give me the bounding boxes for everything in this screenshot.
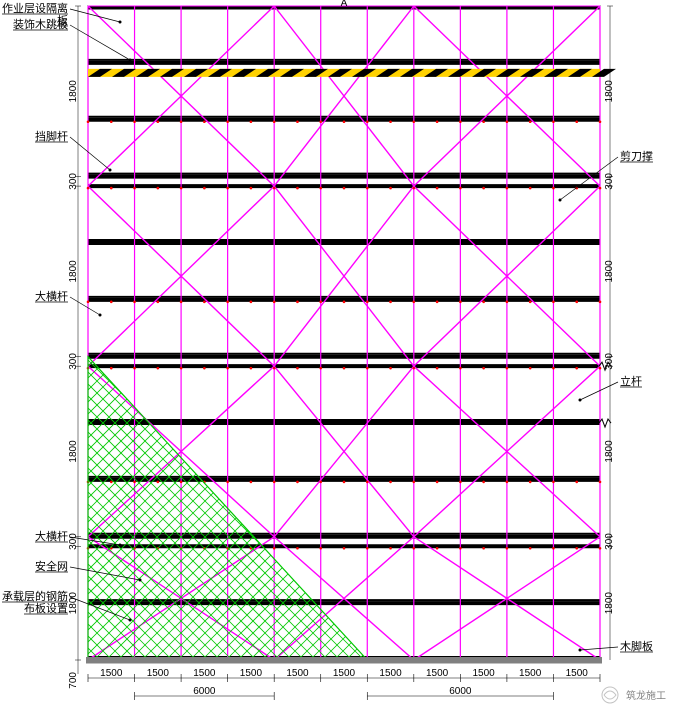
svg-text:筑龙施工: 筑龙施工: [626, 689, 666, 702]
svg-text:作业层设隔离: 作业层设隔离: [2, 1, 68, 15]
svg-text:300: 300: [604, 353, 615, 370]
svg-text:1800: 1800: [68, 80, 79, 103]
svg-text:1800: 1800: [604, 80, 615, 103]
svg-text:300: 300: [68, 173, 79, 190]
scaffold-elevation-svg: 1500 1500 1500 1500 1500 1500 1500 1500 1500 1500…: [0, 0, 676, 713]
svg-text:木脚板: 木脚板: [620, 639, 653, 653]
svg-text:6000: 6000: [449, 686, 472, 697]
svg-text:承载层的钢筋: 承载层的钢筋: [2, 589, 68, 603]
svg-text:安全网: 安全网: [35, 559, 68, 573]
svg-text:剪刀撑: 剪刀撑: [620, 149, 653, 163]
svg-text:大横杆: 大横杆: [35, 529, 68, 543]
svg-text:1500: 1500: [473, 668, 496, 679]
svg-text:布板设置: 布板设置: [24, 601, 68, 615]
svg-text:A: A: [341, 0, 348, 9]
svg-text:1500: 1500: [193, 668, 216, 679]
svg-text:1500: 1500: [100, 668, 123, 679]
svg-text:1800: 1800: [604, 440, 615, 463]
svg-text:300: 300: [68, 533, 79, 550]
svg-text:1500: 1500: [333, 668, 356, 679]
svg-text:6000: 6000: [193, 686, 216, 697]
svg-text:挡脚杆: 挡脚杆: [35, 129, 68, 143]
svg-text:大横杆: 大横杆: [35, 289, 68, 303]
svg-text:1500: 1500: [519, 668, 542, 679]
svg-text:1500: 1500: [240, 668, 263, 679]
svg-text:300: 300: [604, 533, 615, 550]
svg-text:1500: 1500: [286, 668, 309, 679]
svg-text:1500: 1500: [147, 668, 170, 679]
svg-text:700: 700: [68, 672, 79, 689]
svg-text:1800: 1800: [68, 440, 79, 463]
svg-text:300: 300: [604, 173, 615, 190]
svg-text:1800: 1800: [68, 592, 79, 615]
svg-text:立杆: 立杆: [620, 374, 642, 388]
diagram-container: 1500 1500 1500 1500 1500 1500 1500 1500 1500 1500…: [0, 0, 676, 713]
svg-text:1500: 1500: [566, 668, 589, 679]
svg-text:1500: 1500: [379, 668, 402, 679]
svg-text:装饰木跳板: 装饰木跳板: [13, 17, 68, 31]
svg-text:1800: 1800: [68, 260, 79, 283]
svg-text:1500: 1500: [426, 668, 449, 679]
svg-text:300: 300: [68, 353, 79, 370]
svg-text:1800: 1800: [604, 260, 615, 283]
svg-text:1800: 1800: [604, 592, 615, 615]
